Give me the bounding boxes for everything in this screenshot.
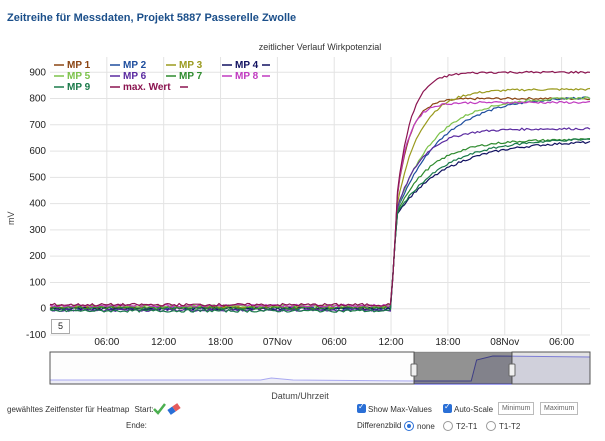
y-tick-label: 800 <box>29 94 46 105</box>
navigator-mask-left <box>49 351 415 385</box>
x-tick-label: 06:00 <box>94 337 119 348</box>
differenzbild-label: Differenzbild <box>357 421 402 430</box>
legend-item[interactable]: MP 5 <box>54 71 91 82</box>
heatmap-window-label: gewähltes Zeitfenster für Heatmap Start: <box>7 405 154 414</box>
y-tick-label: 400 <box>29 199 46 210</box>
x-tick-label: 18:00 <box>208 337 233 348</box>
x-tick-label: 08Nov <box>490 337 519 348</box>
legend-label: MP 9 <box>67 82 91 93</box>
x-tick-label: 12:00 <box>151 337 176 348</box>
maximum-input[interactable]: Maximum <box>540 402 579 415</box>
chart-title: zeitlicher Verlauf Wirkpotenzial <box>259 42 382 52</box>
y-axis-label: mV <box>6 212 16 226</box>
navigator-mask-right <box>511 351 591 385</box>
legend-item[interactable]: MP 6 <box>110 71 147 82</box>
y-tick-label: 700 <box>29 120 46 131</box>
navigator-selected-range[interactable] <box>414 352 512 384</box>
start-icons[interactable] <box>152 402 184 416</box>
start-label: Start: <box>134 405 154 414</box>
legend-label: MP 6 <box>123 71 147 82</box>
show-max-values-checkbox[interactable]: Show Max-Values <box>357 402 432 414</box>
legend-label: MP 5 <box>67 71 91 82</box>
navigator-handle[interactable] <box>508 363 516 377</box>
y-tick-label: -100 <box>26 330 46 341</box>
series-lines <box>49 70 591 313</box>
series-line-mp-9 <box>49 138 591 313</box>
y-tick-label: 900 <box>29 67 46 78</box>
x-tick-label: 07Nov <box>263 337 292 348</box>
y-tick-label: 600 <box>29 146 46 157</box>
legend-item[interactable]: MP 8 <box>222 71 270 82</box>
check-icon[interactable] <box>153 403 166 415</box>
auto-scale-checkbox[interactable]: Auto-Scale <box>443 402 494 414</box>
eraser-icon[interactable] <box>167 403 181 415</box>
x-axis: 06:00 12:00 18:00 07Nov 06:00 12:00 18:00 08Nov… <box>94 337 574 348</box>
radio-t2-t1[interactable]: T2-T1 <box>443 421 477 431</box>
y-tick-label: 100 <box>29 277 46 288</box>
legend-item[interactable]: max. Wert <box>110 82 188 93</box>
x-tick-label: 18:00 <box>435 337 460 348</box>
radio-t2-t1-label: T2-T1 <box>456 422 478 431</box>
x-axis-label: Datum/Uhrzeit <box>271 391 329 401</box>
legend-item[interactable]: MP 1 <box>54 60 91 71</box>
y-tick-label: 300 <box>29 225 46 236</box>
radio-t1-t2[interactable]: T1-T2 <box>486 421 520 431</box>
navigator-handle[interactable] <box>410 363 418 377</box>
radio-none[interactable]: none <box>404 421 435 431</box>
legend-label: MP 8 <box>235 71 259 82</box>
radio-t1-t2-label: T1-T2 <box>499 422 521 431</box>
legend-item[interactable]: MP 4 <box>222 60 270 71</box>
legend-label: MP 2 <box>123 60 147 71</box>
legend-label: max. Wert <box>123 82 171 93</box>
minimum-input[interactable]: Minimum <box>498 402 535 415</box>
show-max-values-label: Show Max-Values <box>368 405 432 414</box>
legend-item[interactable]: MP 9 <box>54 82 91 93</box>
y-tick-label: 0 <box>40 304 46 315</box>
legend-item[interactable]: MP 3 <box>166 60 203 71</box>
legend-label: MP 1 <box>67 60 91 71</box>
plot-area <box>50 57 590 339</box>
end-label: Ende: <box>126 421 147 430</box>
auto-scale-label: Auto-Scale <box>454 405 494 414</box>
range-navigator[interactable] <box>49 351 591 385</box>
x-tick-label: 06:00 <box>549 337 574 348</box>
legend-item[interactable]: MP 2 <box>110 60 147 71</box>
radio-none-label: none <box>417 422 435 431</box>
x-tick-label: 12:00 <box>379 337 404 348</box>
y-tick-label: 500 <box>29 172 46 183</box>
legend-label: MP 7 <box>179 71 203 82</box>
heatmap-label: gewähltes Zeitfenster für Heatmap <box>7 405 130 414</box>
series-line-max-wert <box>49 70 591 307</box>
page-title: Zeitreihe für Messdaten, Projekt 5887 Pa… <box>7 12 297 24</box>
y-axis: -100 0 100 200 300 400 500 600 700 800 900 <box>26 67 46 341</box>
legend-item[interactable]: MP 7 <box>166 71 203 82</box>
series-line-mp-7 <box>50 138 591 310</box>
zoom-input[interactable]: 5 <box>51 319 70 334</box>
y-tick-label: 200 <box>29 251 46 262</box>
legend[interactable]: MP 1 MP 2 MP 3 MP 4 MP 5 MP 6 MP 7 MP 8 MP 9 max.… <box>54 60 270 93</box>
x-tick-label: 06:00 <box>322 337 347 348</box>
legend-label: MP 3 <box>179 60 203 71</box>
legend-label: MP 4 <box>235 60 259 71</box>
